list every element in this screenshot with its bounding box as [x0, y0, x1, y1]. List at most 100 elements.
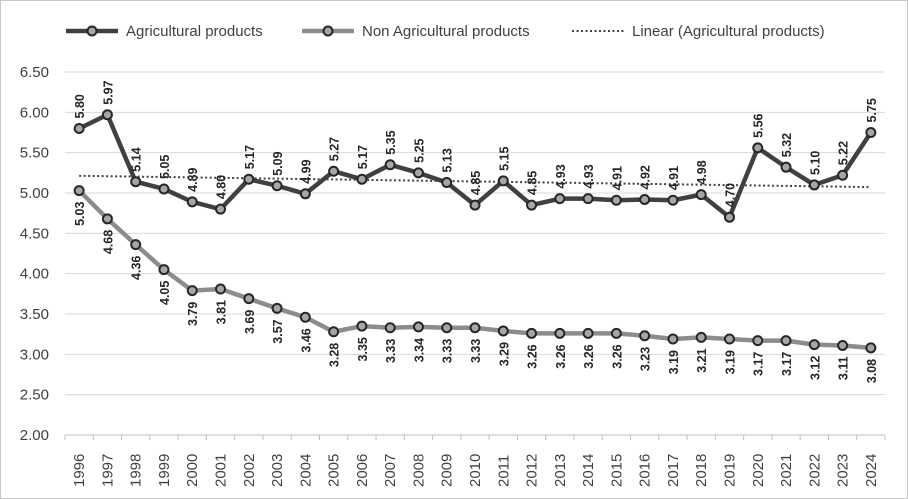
x-axis-ticks: 1996 1997 1998 1999 2000 2001 2002 2003 2004 2005…: [71, 454, 880, 487]
x-tick-label-2011: 2011: [495, 455, 512, 487]
data-label-non-agricultural-1996: 5.03: [73, 202, 87, 226]
point-non-agricultural-2001: [215, 283, 227, 295]
data-label-non-agricultural-2007: 3.33: [384, 339, 398, 363]
point-non-agricultural-1997: [101, 213, 113, 225]
legend-item-agricultural: Agricultural products: [66, 23, 263, 40]
legend-marker-non-agricultural: [322, 25, 334, 37]
x-tick-label-2003: 2003: [269, 454, 286, 487]
point-agricultural-2011: [497, 175, 509, 187]
y-tick-label-5.00: 5.00: [20, 185, 49, 202]
point-agricultural-2004: [299, 188, 311, 200]
legend-marker-agricultural: [86, 25, 98, 37]
data-label-non-agricultural-2002: 3.69: [243, 310, 257, 334]
legend-item-non-agricultural: Non Agricultural products: [302, 23, 530, 40]
x-tick-label-2013: 2013: [552, 454, 569, 487]
data-label-non-agricultural-2017: 3.19: [667, 350, 681, 374]
point-non-agricultural-2005: [328, 326, 340, 338]
point-agricultural-2022: [808, 179, 820, 191]
point-agricultural-2010: [469, 199, 481, 211]
data-label-agricultural-2021: 5.32: [780, 133, 794, 157]
point-agricultural-2000: [186, 196, 198, 208]
point-agricultural-2006: [356, 173, 368, 185]
legend-label-non-agricultural: Non Agricultural products: [362, 23, 530, 40]
trendline-layer: [79, 174, 871, 189]
y-tick-label-3.00: 3.00: [20, 346, 49, 363]
x-tick-label-2021: 2021: [778, 454, 795, 487]
data-label-non-agricultural-2010: 3.33: [469, 339, 483, 363]
data-label-agricultural-2019: 4.70: [723, 183, 737, 207]
y-tick-label-6.50: 6.50: [20, 64, 49, 81]
point-agricultural-2008: [412, 167, 424, 179]
data-label-non-agricultural-1997: 4.68: [101, 230, 115, 254]
point-agricultural-2012: [526, 199, 538, 211]
point-agricultural-2014: [582, 193, 594, 205]
data-label-non-agricultural-2015: 3.26: [610, 344, 624, 368]
point-non-agricultural-1998: [130, 239, 142, 251]
point-non-agricultural-2008: [412, 321, 424, 333]
y-axis-ticks: 2.00 2.50 3.00 3.50 4.00 4.50 5.00 5.50 6.00 6.50: [20, 64, 49, 444]
data-label-agricultural-2008: 5.25: [412, 138, 426, 162]
data-label-agricultural-2007: 5.35: [384, 130, 398, 154]
series-layer: [73, 109, 877, 354]
point-agricultural-2007: [384, 159, 396, 171]
data-label-non-agricultural-1999: 4.05: [158, 281, 172, 305]
point-agricultural-2024: [865, 127, 877, 138]
legend-label-linear-trend: Linear (Agricultural products): [632, 23, 825, 40]
point-non-agricultural-2022: [808, 339, 820, 351]
point-non-agricultural-2019: [723, 333, 735, 345]
x-tick-label-2017: 2017: [665, 454, 682, 487]
data-label-agricultural-2024: 5.75: [865, 98, 879, 122]
data-label-agricultural-2001: 4.80: [215, 175, 229, 199]
data-label-agricultural-2017: 4.91: [667, 166, 681, 190]
data-label-non-agricultural-2023: 3.11: [837, 356, 851, 380]
point-non-agricultural-2014: [582, 327, 594, 339]
data-label-non-agricultural-2022: 3.12: [808, 356, 822, 380]
x-tick-label-2001: 2001: [213, 454, 230, 487]
point-agricultural-2001: [215, 203, 227, 215]
point-non-agricultural-2011: [497, 325, 509, 337]
x-tick-label-2014: 2014: [580, 454, 597, 487]
data-label-non-agricultural-2016: 3.23: [639, 347, 653, 371]
x-tick-label-2009: 2009: [439, 454, 456, 487]
x-tick-label-2015: 2015: [608, 454, 625, 487]
data-label-non-agricultural-2011: 3.29: [497, 342, 511, 366]
data-label-agricultural-2010: 4.85: [469, 171, 483, 195]
x-tick-label-2018: 2018: [693, 454, 710, 487]
x-tick-label-2006: 2006: [354, 454, 371, 487]
point-non-agricultural-2024: [865, 342, 877, 354]
point-agricultural-2017: [667, 194, 679, 206]
data-label-non-agricultural-2018: 3.21: [695, 348, 709, 372]
gridlines: [64, 71, 886, 440]
point-agricultural-2003: [271, 180, 283, 192]
data-label-agricultural-2022: 5.10: [808, 151, 822, 175]
point-agricultural-1996: [73, 122, 85, 134]
point-non-agricultural-2009: [441, 322, 453, 334]
data-label-non-agricultural-2012: 3.26: [526, 344, 540, 368]
y-tick-label-2.00: 2.00: [20, 427, 49, 444]
data-label-agricultural-2004: 4.99: [299, 159, 313, 183]
data-label-agricultural-2014: 4.93: [582, 164, 596, 188]
data-label-agricultural-1996: 5.80: [73, 94, 87, 118]
x-tick-label-2010: 2010: [467, 454, 484, 487]
x-tick-label-2024: 2024: [863, 454, 880, 487]
x-tick-label-2007: 2007: [382, 454, 399, 487]
data-label-agricultural-1998: 5.14: [130, 147, 144, 171]
data-label-non-agricultural-1998: 4.36: [130, 256, 144, 280]
legend: Agricultural products Non Agricultural p…: [66, 23, 825, 40]
data-label-agricultural-2016: 4.92: [639, 165, 653, 189]
point-agricultural-2019: [723, 211, 735, 223]
point-non-agricultural-2023: [837, 339, 849, 351]
data-labels-layer: 5.80 5.97 5.14 5.05 4.89 4.80 5.17 5.09 4.99 5.27…: [73, 80, 879, 383]
y-tick-label-4.50: 4.50: [20, 225, 49, 242]
point-non-agricultural-2021: [780, 335, 792, 347]
point-non-agricultural-1996: [73, 185, 85, 197]
data-label-agricultural-2002: 5.17: [243, 145, 257, 169]
data-label-agricultural-2015: 4.91: [610, 166, 624, 190]
x-tick-label-1999: 1999: [156, 454, 173, 487]
data-label-non-agricultural-2004: 3.46: [299, 328, 313, 352]
point-agricultural-1999: [158, 183, 170, 195]
y-tick-label-2.50: 2.50: [20, 387, 49, 404]
point-non-agricultural-2003: [271, 302, 283, 314]
point-agricultural-2015: [610, 194, 622, 206]
